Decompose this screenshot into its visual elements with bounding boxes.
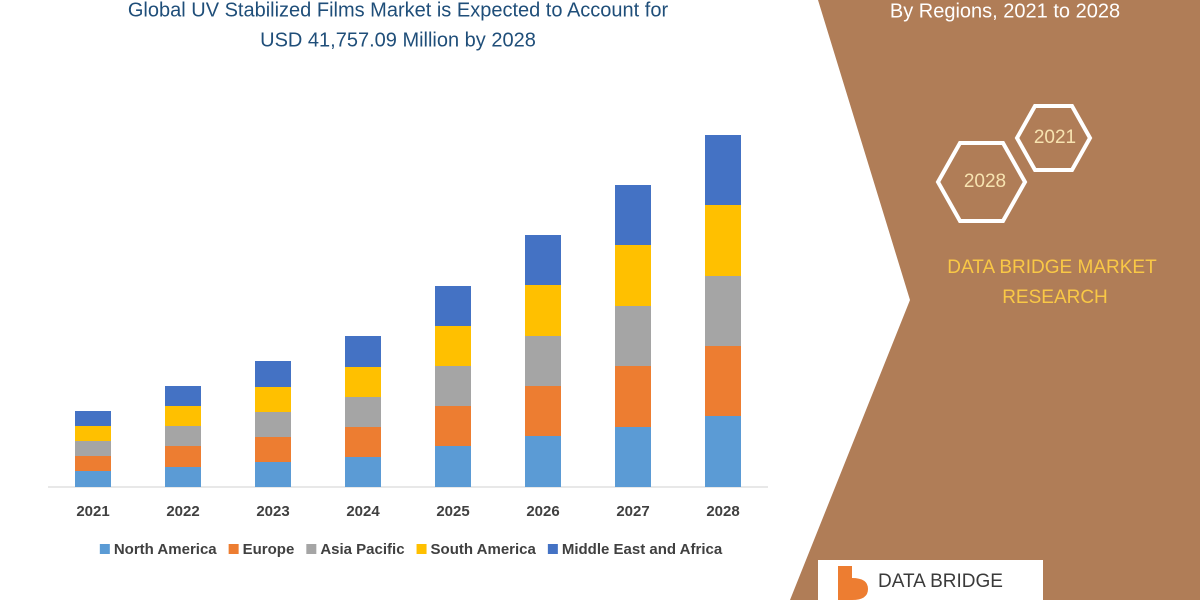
- legend-label: South America: [431, 541, 537, 558]
- bar-segment: [435, 286, 471, 326]
- bar-segment: [525, 235, 561, 285]
- legend-swatch: [547, 544, 558, 554]
- x-tick-label: 2028: [706, 503, 739, 520]
- chart-title: Global UV Stabilized Films Market is Exp…: [128, 0, 669, 21]
- bar-segment: [435, 366, 471, 406]
- legend-swatch: [99, 544, 110, 554]
- bar-segment: [255, 387, 291, 412]
- hexagon-label: 2021: [1034, 127, 1076, 148]
- bar-segment: [435, 326, 471, 366]
- bar-segment: [165, 426, 201, 446]
- legend-label: North America: [114, 541, 217, 558]
- bar-segment: [165, 467, 201, 487]
- panel-heading: By Regions, 2021 to 2028: [890, 0, 1120, 22]
- bar-segment: [255, 412, 291, 437]
- bar-segment: [615, 366, 651, 427]
- bar-segment: [705, 416, 741, 487]
- bar-segment: [705, 346, 741, 416]
- x-tick-label: 2025: [436, 503, 469, 520]
- brand-text: RESEARCH: [1002, 287, 1108, 308]
- legend-swatch: [306, 544, 317, 554]
- bar-segment: [525, 386, 561, 436]
- bar-segment: [705, 205, 741, 276]
- x-tick-label: 2024: [346, 503, 380, 520]
- brand-text: DATA BRIDGE MARKET: [947, 257, 1157, 278]
- x-tick-label: 2027: [616, 503, 649, 520]
- bar-segment: [615, 245, 651, 306]
- bar-segment: [165, 446, 201, 467]
- logo-text: DATA BRIDGE: [878, 571, 1003, 592]
- bar-segment: [705, 276, 741, 346]
- hexagon-label: 2028: [964, 171, 1006, 192]
- bar-segment: [75, 441, 111, 456]
- x-tick-label: 2022: [166, 503, 199, 520]
- logo-icon: [838, 566, 868, 600]
- bar-segment: [345, 367, 381, 397]
- x-tick-label: 2026: [526, 503, 559, 520]
- legend-label: Europe: [243, 541, 295, 558]
- bar-segment: [75, 471, 111, 487]
- bar-segment: [525, 285, 561, 336]
- side-panel: [790, 0, 1200, 600]
- bar-segment: [255, 437, 291, 462]
- legend-swatch: [228, 544, 239, 554]
- bar-segment: [165, 386, 201, 406]
- legend-label: Asia Pacific: [320, 541, 404, 558]
- bar-segment: [75, 456, 111, 471]
- bar-segment: [75, 411, 111, 426]
- hexagon: [935, 141, 1028, 223]
- bar-segment: [345, 427, 381, 457]
- legend-label: Middle East and Africa: [562, 541, 723, 558]
- bar-segment: [345, 397, 381, 427]
- bar-segment: [435, 406, 471, 446]
- chart-title: USD 41,757.09 Million by 2028: [260, 29, 536, 51]
- hexagon: [1014, 104, 1093, 172]
- bar-segment: [705, 135, 741, 205]
- bar-segment: [255, 462, 291, 487]
- bar-segment: [525, 336, 561, 386]
- bar-segment: [75, 426, 111, 441]
- bar-segment: [435, 446, 471, 487]
- bar-segment: [345, 336, 381, 367]
- legend-swatch: [416, 544, 427, 554]
- bar-segment: [255, 361, 291, 387]
- bar-segment: [615, 306, 651, 366]
- bar-segment: [525, 436, 561, 487]
- bar-segment: [345, 457, 381, 487]
- bar-segment: [615, 427, 651, 487]
- x-tick-label: 2021: [76, 503, 109, 520]
- bar-segment: [615, 185, 651, 245]
- x-tick-label: 2023: [256, 503, 289, 520]
- bar-segment: [165, 406, 201, 426]
